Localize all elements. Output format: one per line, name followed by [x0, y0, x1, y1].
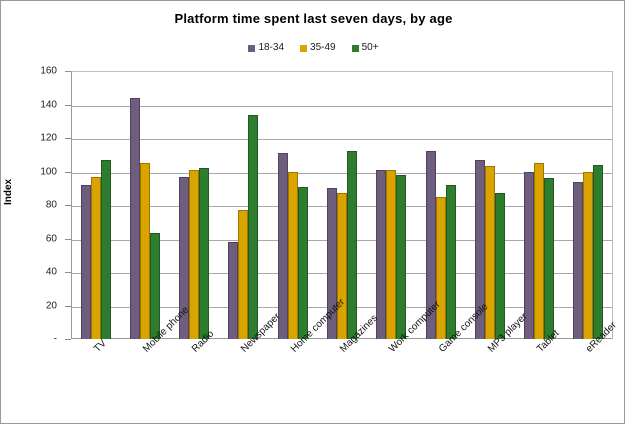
bar[interactable] [189, 169, 200, 339]
legend-label: 18-34 [258, 42, 285, 53]
legend-label: 35-49 [310, 42, 336, 53]
legend-label: 50+ [361, 42, 379, 53]
bar[interactable] [248, 114, 259, 339]
y-tick-label: 120 [40, 132, 57, 144]
bar[interactable] [90, 176, 101, 339]
y-tick-mark [65, 71, 71, 72]
bar-groups [71, 71, 613, 339]
bar-group [120, 71, 169, 339]
y-tick-label: 100 [40, 166, 57, 177]
bar[interactable] [228, 241, 239, 339]
legend-swatch-icon [300, 44, 308, 52]
bar[interactable] [534, 163, 545, 339]
bar[interactable] [386, 169, 397, 339]
bar[interactable] [100, 159, 111, 339]
legend-item-35-49[interactable]: 35-49 [300, 43, 336, 53]
bar[interactable] [524, 171, 535, 339]
y-tick-mark [65, 205, 71, 206]
y-tick-label: 20 [45, 300, 57, 311]
bar-group [71, 71, 120, 339]
bar-group [465, 71, 514, 339]
bar[interactable] [149, 233, 160, 339]
bar[interactable] [346, 151, 357, 339]
bar-group [317, 71, 366, 339]
legend-item-50+[interactable]: 50+ [351, 42, 379, 53]
bar-group [416, 71, 465, 339]
gridline [72, 172, 612, 174]
bar-group [268, 71, 317, 339]
y-tick-mark [65, 305, 71, 307]
bar-group [170, 71, 219, 339]
bar[interactable] [199, 168, 210, 339]
y-tick-label: 80 [45, 199, 57, 211]
chart-title: Platform time spent last seven days, by … [174, 11, 453, 26]
bar[interactable] [297, 186, 308, 339]
bar[interactable] [179, 176, 190, 339]
bar[interactable] [573, 181, 584, 339]
legend-swatch-icon [351, 44, 359, 52]
bar[interactable] [129, 97, 140, 339]
bar[interactable] [593, 164, 604, 339]
bar[interactable] [544, 178, 555, 339]
legend-swatch-icon [248, 44, 256, 52]
y-tick-label: 40 [45, 266, 57, 278]
bar[interactable] [326, 188, 337, 339]
y-tick-mark [65, 171, 71, 173]
chart-legend: 18-34 35-49 50+ [1, 43, 625, 53]
y-tick-label: - [53, 333, 57, 345]
legend-item-18-34[interactable]: 18-34 [248, 43, 284, 53]
bar-group [367, 71, 416, 339]
bar[interactable] [474, 159, 485, 339]
y-tick-label: 140 [40, 99, 57, 110]
y-axis-title: Index [3, 178, 14, 205]
x-tick-label: TV [91, 337, 109, 355]
gridline [72, 105, 612, 107]
y-axis: - 20 40 60 80 100 120 140 160 [1, 1, 71, 425]
bar[interactable] [445, 184, 456, 339]
bar[interactable] [396, 174, 407, 339]
y-tick-mark [65, 138, 71, 139]
bar[interactable] [376, 169, 387, 339]
bar[interactable] [484, 166, 495, 339]
bar[interactable] [287, 171, 298, 339]
bar[interactable] [494, 193, 505, 339]
bar[interactable] [139, 163, 150, 339]
bar-group [514, 71, 563, 339]
y-tick-mark [65, 104, 71, 106]
y-tick-label: 60 [45, 233, 57, 244]
gridline [72, 139, 612, 140]
bar[interactable] [277, 153, 288, 339]
y-tick-label: 160 [40, 65, 57, 77]
bar-group [219, 71, 268, 339]
bar[interactable] [435, 196, 446, 339]
y-tick-mark [65, 238, 71, 240]
bar[interactable] [336, 193, 347, 339]
bar-group [564, 71, 613, 339]
y-tick-mark [65, 272, 71, 273]
x-axis-labels: TV Mobile phone Radio Newspaper Home compute… [1, 297, 625, 425]
bar[interactable] [425, 151, 436, 339]
y-tick-mark [65, 339, 71, 340]
bar[interactable] [80, 184, 91, 339]
bar[interactable] [238, 210, 249, 339]
bar[interactable] [583, 171, 594, 339]
